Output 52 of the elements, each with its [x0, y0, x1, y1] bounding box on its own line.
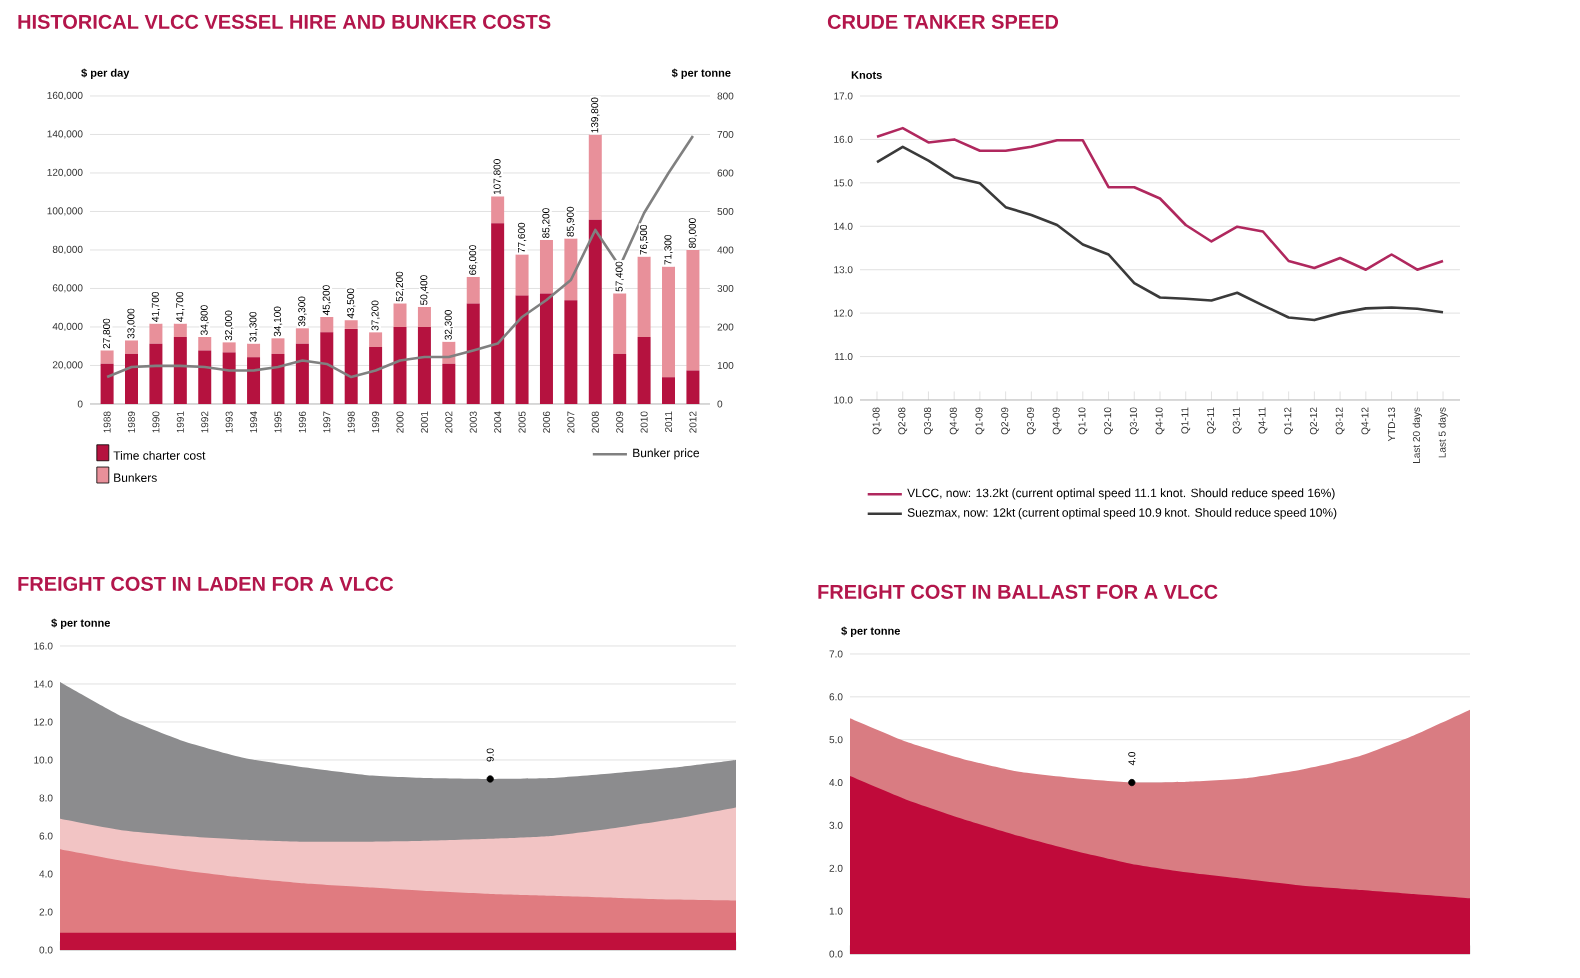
bar	[320, 316, 334, 333]
line-series	[105, 134, 695, 379]
bar	[198, 350, 212, 404]
bar	[198, 336, 212, 351]
bar	[637, 256, 651, 337]
bar	[344, 320, 358, 329]
bar	[320, 332, 334, 404]
bar	[588, 219, 602, 404]
bar	[539, 239, 553, 294]
bar	[222, 352, 236, 404]
bar	[125, 353, 139, 404]
bar	[295, 343, 309, 404]
bar	[539, 293, 553, 404]
bar	[466, 276, 480, 304]
bar	[515, 295, 529, 404]
line-series	[875, 145, 1445, 322]
bar	[466, 303, 480, 404]
chart-title: FREIGHT COST IN LADEN FOR A VLCC	[18, 576, 394, 591]
bar	[173, 323, 187, 337]
bar	[222, 342, 236, 353]
bar	[417, 306, 431, 327]
bar	[247, 357, 261, 404]
bar	[271, 338, 285, 354]
bar	[149, 343, 163, 404]
bar	[686, 249, 700, 371]
bar	[344, 328, 358, 404]
bar	[686, 370, 700, 404]
chart-title: FREIGHT COST IN BALLAST FOR A VLCC	[818, 584, 1218, 599]
bar	[393, 326, 407, 404]
bar	[173, 336, 187, 404]
bar	[149, 323, 163, 344]
bar	[100, 363, 114, 404]
line-series	[875, 126, 1445, 271]
bar	[564, 300, 578, 404]
bar	[295, 328, 309, 344]
chart-title: CRUDE TANKER SPEED	[827, 14, 1059, 29]
bar	[613, 293, 627, 354]
bar	[491, 223, 505, 404]
bar	[369, 347, 383, 404]
bar	[369, 332, 383, 347]
bar	[417, 326, 431, 404]
bar	[393, 303, 407, 327]
bar	[271, 353, 285, 404]
bar	[442, 363, 456, 404]
bar	[125, 340, 139, 354]
bar	[613, 353, 627, 404]
chart-title: HISTORICAL VLCC VESSEL HIRE AND BUNKER COSTS	[18, 14, 551, 29]
bar	[491, 196, 505, 224]
bar	[588, 134, 602, 220]
bar	[100, 350, 114, 364]
bar	[662, 377, 676, 404]
bar	[637, 336, 651, 404]
